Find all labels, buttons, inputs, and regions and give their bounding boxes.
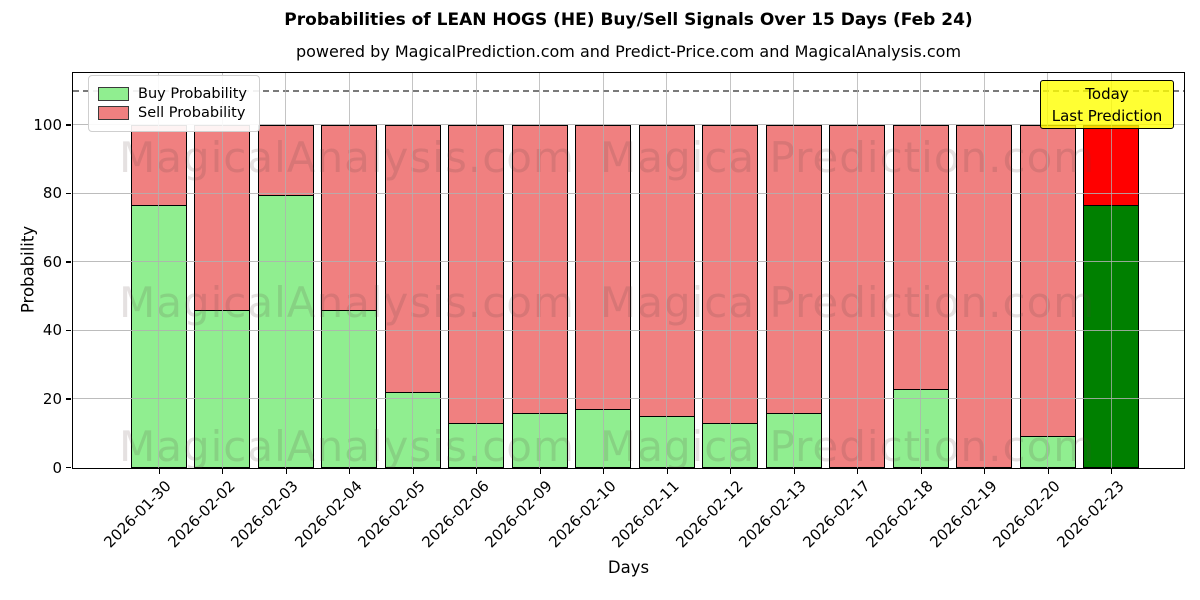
x-tick-label: 2026-02-10	[545, 477, 620, 552]
v-gridline	[602, 73, 604, 468]
x-tick	[984, 469, 986, 474]
x-tick	[666, 469, 668, 474]
x-tick-label: 2026-02-20	[989, 477, 1064, 552]
x-tick-label: 2026-02-06	[418, 477, 493, 552]
y-tick	[66, 261, 71, 263]
v-gridline	[793, 73, 795, 468]
x-tick-label: 2026-02-05	[354, 477, 429, 552]
h-gridline	[73, 124, 1184, 126]
x-tick-label: 2026-02-04	[291, 477, 366, 552]
y-tick	[66, 329, 71, 332]
x-tick-label: 2026-02-11	[608, 477, 683, 552]
v-gridline	[285, 73, 287, 468]
y-tick-label: 0	[52, 458, 62, 477]
v-gridline	[1110, 73, 1112, 468]
h-gridline	[73, 329, 1184, 331]
x-tick	[857, 469, 859, 474]
v-gridline	[666, 73, 668, 468]
v-gridline	[856, 73, 858, 468]
legend-label: Buy Probability	[138, 86, 247, 102]
h-gridline	[73, 398, 1184, 400]
y-axis-label: Probability	[18, 225, 38, 314]
legend-item: Sell Probability	[98, 105, 247, 121]
v-gridline	[412, 73, 414, 468]
x-tick-label: 2026-02-03	[227, 477, 302, 552]
x-tick	[476, 469, 478, 474]
y-tick	[66, 124, 71, 126]
x-tick-label: 2026-02-13	[735, 477, 810, 552]
v-gridline	[158, 73, 160, 468]
v-gridline	[221, 73, 223, 468]
x-tick	[920, 469, 922, 474]
x-tick	[222, 469, 224, 474]
x-tick	[730, 469, 732, 474]
x-tick	[158, 469, 160, 474]
legend-swatch	[98, 106, 129, 120]
chart-subtitle: powered by MagicalPrediction.com and Pre…	[295, 42, 962, 61]
annotation-line: Last Prediction	[1051, 106, 1163, 125]
legend-item: Buy Probability	[98, 86, 247, 102]
chart-title: Probabilities of LEAN HOGS (HE) Buy/Sell…	[284, 10, 973, 30]
v-gridline	[983, 73, 985, 468]
v-gridline	[348, 73, 350, 468]
dashed-guide-line	[73, 90, 1184, 92]
x-tick-label: 2026-02-09	[481, 477, 556, 552]
y-tick-label: 40	[42, 321, 62, 340]
x-tick-label: 2026-02-19	[926, 477, 1001, 552]
x-tick	[1047, 469, 1049, 474]
x-tick-label: 2026-02-17	[799, 477, 874, 552]
v-gridline	[475, 73, 477, 468]
x-tick	[603, 469, 605, 474]
x-tick	[285, 469, 287, 474]
x-axis-label: Days	[607, 558, 650, 577]
legend-swatch	[98, 87, 129, 101]
y-tick-label: 60	[42, 252, 62, 271]
y-tick-label: 100	[33, 115, 62, 134]
x-tick-label: 2026-02-02	[164, 477, 239, 552]
y-tick	[66, 398, 71, 400]
x-tick	[412, 469, 414, 474]
x-tick-label: 2026-02-23	[1053, 477, 1128, 552]
x-tick-label: 2026-02-18	[862, 477, 937, 552]
h-gridline	[73, 192, 1184, 194]
v-gridline	[539, 73, 541, 468]
x-tick	[1111, 469, 1113, 474]
annotation-line: Today	[1085, 84, 1129, 103]
x-tick	[539, 469, 541, 474]
h-gridline	[73, 261, 1184, 263]
legend-label: Sell Probability	[138, 105, 246, 121]
y-tick-label: 80	[42, 184, 62, 203]
v-gridline	[729, 73, 731, 468]
y-tick	[66, 192, 71, 195]
v-gridline	[1047, 73, 1049, 468]
legend: Buy Probability Sell Probability	[88, 75, 260, 132]
y-tick-label: 20	[42, 389, 62, 408]
x-tick-label: 2026-02-12	[672, 477, 747, 552]
x-tick	[349, 469, 351, 474]
today-annotation: Today Last Prediction	[1040, 80, 1174, 129]
x-tick	[793, 469, 795, 474]
y-tick	[66, 466, 71, 469]
x-tick-label: 2026-01-30	[100, 477, 175, 552]
v-gridline	[920, 73, 922, 468]
